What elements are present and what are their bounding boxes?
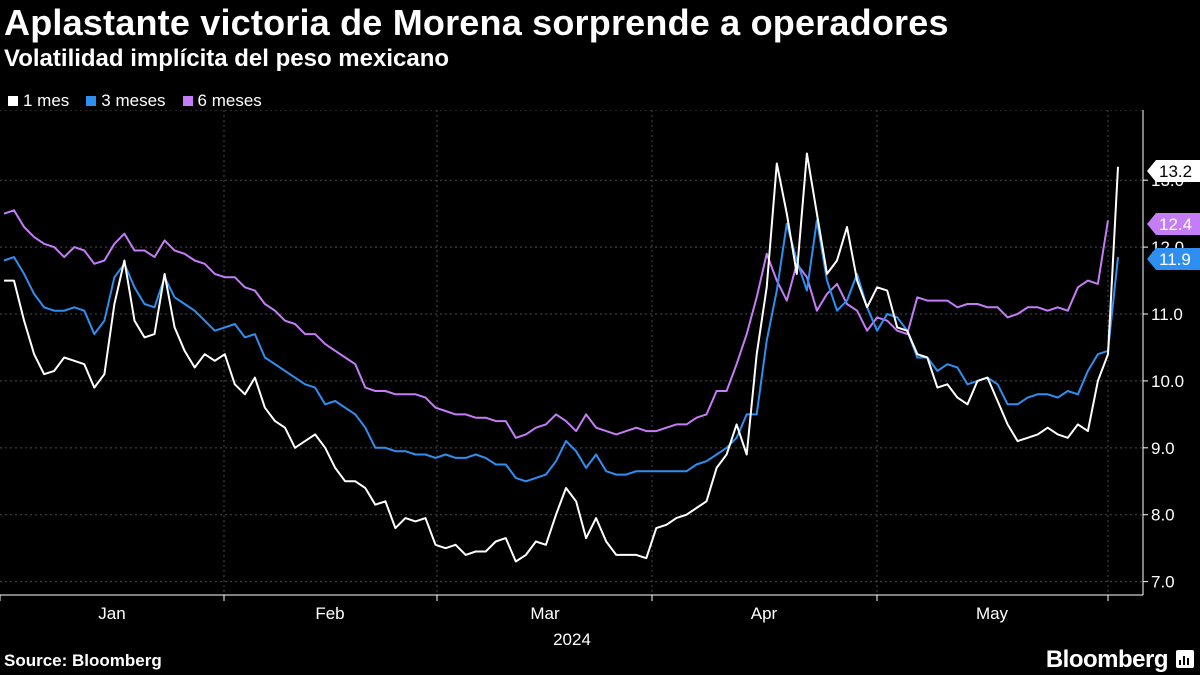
series-line-6-meses xyxy=(3,209,1109,439)
legend-swatch-6-meses xyxy=(182,96,193,106)
end-labels: 13.2 12.4 11.9 xyxy=(1147,160,1200,270)
legend-label-1-mes: 1 mes xyxy=(23,91,70,110)
end-label-tag-6-meses xyxy=(1147,213,1200,235)
bloomberg-logo: Bloomberg xyxy=(1045,646,1169,673)
legend-item-6-meses: 6 meses xyxy=(182,91,262,111)
x-tick-label: Apr xyxy=(751,604,778,623)
series-line-3-meses xyxy=(3,219,1119,483)
bloomberg-terminal-icon xyxy=(1176,650,1194,668)
x-tick-label: May xyxy=(976,604,1009,623)
y-tick-label: 8.0 xyxy=(1151,506,1175,525)
source-note: Source: Bloomberg xyxy=(4,651,162,670)
legend-label-6-meses: 6 meses xyxy=(197,91,262,110)
legend-label-3-meses: 3 meses xyxy=(101,91,166,110)
end-label-value-3-meses: 11.9 xyxy=(1159,250,1191,269)
x-tick-label: Jan xyxy=(98,604,125,623)
chart-title: Aplastante victoria de Morena sorprende … xyxy=(4,2,949,43)
legend-swatch-1-mes xyxy=(8,96,18,106)
x-year-label: 2024 xyxy=(553,630,591,645)
legend: 1 mes 3 meses 6 meses xyxy=(8,91,262,111)
legend-item-3-meses: 3 meses xyxy=(86,91,166,111)
y-tick-label: 9.0 xyxy=(1151,439,1175,458)
legend-item-1-mes: 1 mes xyxy=(8,91,69,111)
end-label-tag-3-meses xyxy=(1147,248,1200,270)
series-lines xyxy=(3,152,1119,563)
end-label-value-6-meses: 12.4 xyxy=(1159,215,1192,234)
y-tick-label: 7.0 xyxy=(1151,573,1175,592)
chart-subtitle: Volatilidad implícita del peso mexicano xyxy=(4,45,450,72)
series-line-1-mes xyxy=(4,152,1119,563)
axes: 7.08.09.010.011.012.013.0JanFebMarAprMay… xyxy=(0,110,1184,645)
y-tick-label: 10.0 xyxy=(1151,372,1184,391)
line-chart: 7.08.09.010.011.012.013.0JanFebMarAprMay… xyxy=(0,110,1200,645)
end-label-tag-1-mes xyxy=(1147,160,1200,182)
y-tick-label: 11.0 xyxy=(1151,305,1183,324)
x-tick-label: Mar xyxy=(530,604,560,623)
end-label-value-1-mes: 13.2 xyxy=(1159,162,1192,181)
gridlines xyxy=(0,110,1143,595)
x-tick-label: Feb xyxy=(315,604,344,623)
legend-swatch-3-meses xyxy=(86,96,97,106)
